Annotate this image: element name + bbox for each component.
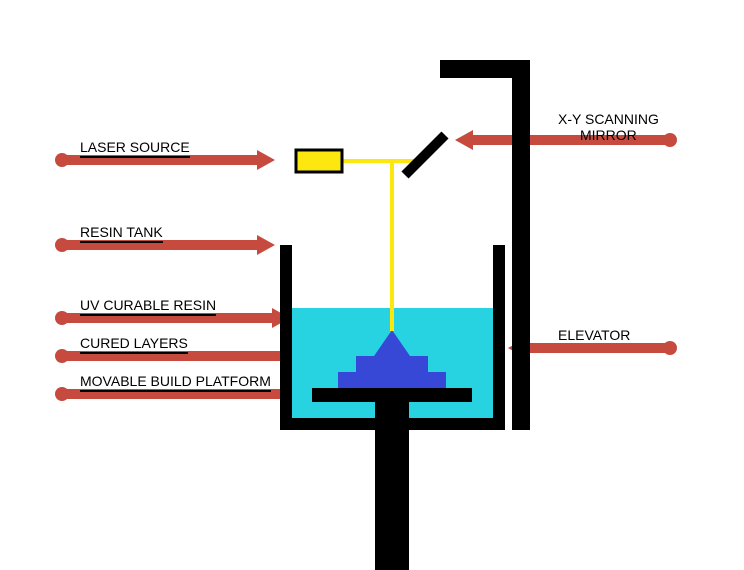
arrow-mirror	[473, 135, 670, 145]
arrowhead-uv-resin	[272, 308, 290, 328]
label-elevator: ELEVATOR	[558, 327, 630, 343]
label-build-platform: MOVABLE BUILD PLATFORM	[80, 373, 271, 392]
build-platform	[312, 388, 472, 402]
label-laser-source: LASER SOURCE	[80, 139, 190, 158]
laser-source-box	[296, 150, 342, 172]
cured-layer-2	[356, 356, 428, 372]
tank-right-wall	[493, 245, 505, 430]
label-mirror-line2: MIRROR	[580, 127, 637, 143]
diagram-svg	[0, 0, 744, 570]
laser-beam-v	[390, 159, 394, 331]
tank-bottom	[280, 418, 505, 430]
arrowhead-build-platform	[294, 384, 312, 404]
scanning-mirror	[405, 135, 445, 175]
arrowhead-resin-tank	[257, 235, 275, 255]
label-mirror-line1: X-Y SCANNING	[558, 111, 659, 127]
cured-triangle	[374, 330, 410, 356]
cured-layer-1	[338, 372, 446, 388]
label-uv-resin: UV CURABLE RESIN	[80, 297, 216, 316]
arrowhead-elevator	[508, 338, 526, 358]
elevator-top-bar	[440, 60, 530, 78]
elevator-vertical	[512, 60, 530, 430]
arrowhead-cured-layers	[312, 346, 330, 366]
platform-post	[375, 400, 409, 570]
label-cured-layers: CURED LAYERS	[80, 335, 188, 354]
label-resin-tank: RESIN TANK	[80, 224, 163, 243]
laser-beam-h	[342, 159, 420, 163]
tank-left-wall	[280, 245, 292, 430]
arrow-elevator	[526, 343, 670, 353]
arrowhead-mirror	[455, 130, 473, 150]
arrowhead-laser-source	[257, 150, 275, 170]
